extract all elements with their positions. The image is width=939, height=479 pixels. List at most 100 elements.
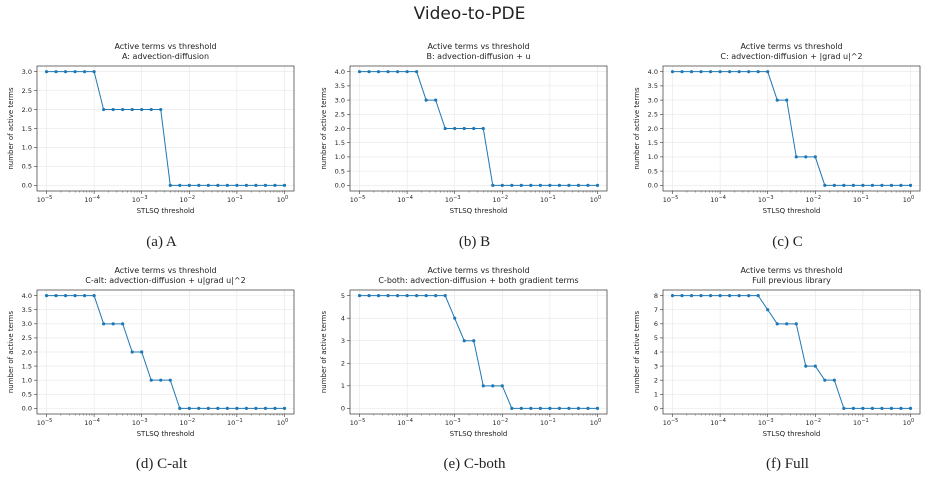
data-point [443,126,447,131]
x-tick-base: 10 [397,419,405,427]
x-tick-base: 10 [710,419,718,427]
x-tick-exponent: −5 [45,418,52,424]
y-axis-label: number of active terms [320,311,328,394]
x-tick-exponent: 0 [911,195,914,201]
x-tick-exponent: −1 [861,418,868,424]
x-tick-exponent: −5 [671,418,678,424]
x-tick-base: 10 [445,196,453,204]
x-axis-label: STLSQ threshold [450,430,508,438]
x-tick-base: 10 [758,419,766,427]
data-point [699,70,703,74]
data-point [63,70,68,74]
x-tick-label: 10−2 [179,418,195,427]
data-point [510,406,514,410]
y-tick-label: 1.0 [22,144,32,152]
x-tick-base: 10 [350,419,358,427]
plot-frame [662,65,921,192]
x-tick-label: 10−3 [758,195,774,204]
data-point [595,183,600,187]
y-axis-label: number of active terms [320,87,328,170]
data-point [823,183,827,187]
data-point [766,70,770,74]
y-tick-label: 1 [341,382,345,390]
data-point [851,183,855,187]
data-point [557,406,562,410]
data-point [728,70,732,74]
data-point [462,126,466,131]
x-tick-base: 10 [84,196,92,204]
x-tick-exponent: −4 [406,418,413,424]
y-tick-label: 2.5 [22,334,32,342]
data-point [747,294,751,298]
data-point [889,183,894,187]
data-point [415,294,419,298]
data-point [813,155,817,159]
x-tick-base: 10 [277,196,285,204]
x-tick-exponent: −5 [358,418,365,424]
data-point [557,183,562,187]
chart-title: Active terms vs threshold [427,266,529,275]
data-point [140,107,144,112]
chart-title: Active terms vs threshold [114,266,216,275]
plot-frame [349,289,608,415]
data-point [244,406,249,410]
data-point [263,406,268,410]
x-tick-exponent: −1 [861,195,868,201]
y-axis-label: number of active terms [7,87,15,170]
y-tick-label: 3.5 [648,82,658,90]
x-tick-base: 10 [179,419,187,427]
data-point [718,70,722,74]
x-tick-label: 10−5 [663,195,679,204]
data-point [813,364,817,368]
data-point [880,183,884,187]
data-point [254,406,258,410]
data-point [73,70,77,74]
x-tick-base: 10 [663,196,671,204]
x-tick-exponent: −3 [766,195,773,201]
data-point [472,126,476,131]
y-tick-label: 0.0 [22,405,32,413]
x-tick-base: 10 [853,196,861,204]
y-axis-label: number of active terms [633,87,641,170]
plot-frame [349,65,608,192]
data-point [689,70,694,74]
data-point [82,70,87,74]
x-tick-exponent: −1 [548,418,555,424]
data-point [187,406,191,410]
data-point [766,308,770,312]
data-point [794,155,798,159]
data-point [529,183,533,187]
x-tick-label: 100 [277,195,288,204]
data-point [842,406,846,410]
x-tick-base: 10 [227,196,235,204]
y-tick-label: 2.0 [22,106,32,114]
data-point [538,406,542,410]
data-point [187,183,191,187]
data-point [197,183,201,187]
x-tick-exponent: −5 [358,195,365,201]
data-point [481,384,485,388]
x-tick-exponent: −4 [93,195,100,201]
x-axis-label: STLSQ threshold [450,207,508,215]
data-point [510,183,514,187]
x-tick-base: 10 [397,196,405,204]
y-tick-label: 2.5 [335,111,345,119]
x-tick-base: 10 [132,419,140,427]
x-tick-label: 10−2 [805,195,821,204]
x-axis-label: STLSQ threshold [763,207,821,215]
x-tick-base: 10 [710,196,718,204]
x-tick-label: 100 [277,418,288,427]
data-point [804,364,808,368]
x-tick-base: 10 [805,419,813,427]
x-tick-label: 10−2 [179,195,195,204]
data-point [376,294,381,298]
data-point [206,406,210,410]
plot-frame [36,289,295,415]
data-point [567,183,571,187]
chart-subtitle: Full previous library [752,276,831,285]
data-point [453,316,457,320]
x-tick-label: 10−3 [132,418,148,427]
data-point [832,183,836,187]
data-point [689,294,694,298]
